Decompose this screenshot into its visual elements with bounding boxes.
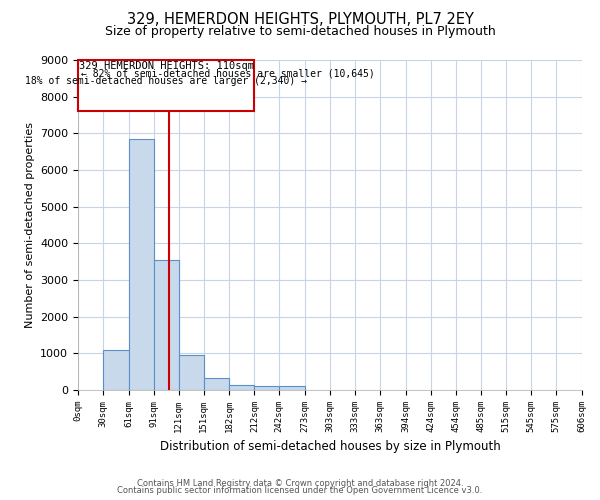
Bar <box>154 260 179 390</box>
Bar <box>129 139 154 390</box>
Bar <box>229 385 254 390</box>
Text: 329, HEMERDON HEIGHTS, PLYMOUTH, PL7 2EY: 329, HEMERDON HEIGHTS, PLYMOUTH, PL7 2EY <box>127 12 473 28</box>
Bar <box>78 60 254 112</box>
Text: 329 HEMERDON HEIGHTS: 110sqm: 329 HEMERDON HEIGHTS: 110sqm <box>79 61 254 71</box>
Bar <box>203 378 229 390</box>
Text: Size of property relative to semi-detached houses in Plymouth: Size of property relative to semi-detach… <box>104 25 496 38</box>
Text: Contains HM Land Registry data © Crown copyright and database right 2024.: Contains HM Land Registry data © Crown c… <box>137 478 463 488</box>
Text: ← 82% of semi-detached houses are smaller (10,645): ← 82% of semi-detached houses are smalle… <box>82 68 375 78</box>
Y-axis label: Number of semi-detached properties: Number of semi-detached properties <box>25 122 35 328</box>
X-axis label: Distribution of semi-detached houses by size in Plymouth: Distribution of semi-detached houses by … <box>160 440 500 454</box>
Bar <box>179 355 203 390</box>
Text: Contains public sector information licensed under the Open Government Licence v3: Contains public sector information licen… <box>118 486 482 495</box>
Bar <box>279 386 305 390</box>
Bar <box>254 386 279 390</box>
Bar <box>103 350 129 390</box>
Text: 18% of semi-detached houses are larger (2,340) →: 18% of semi-detached houses are larger (… <box>25 76 307 86</box>
